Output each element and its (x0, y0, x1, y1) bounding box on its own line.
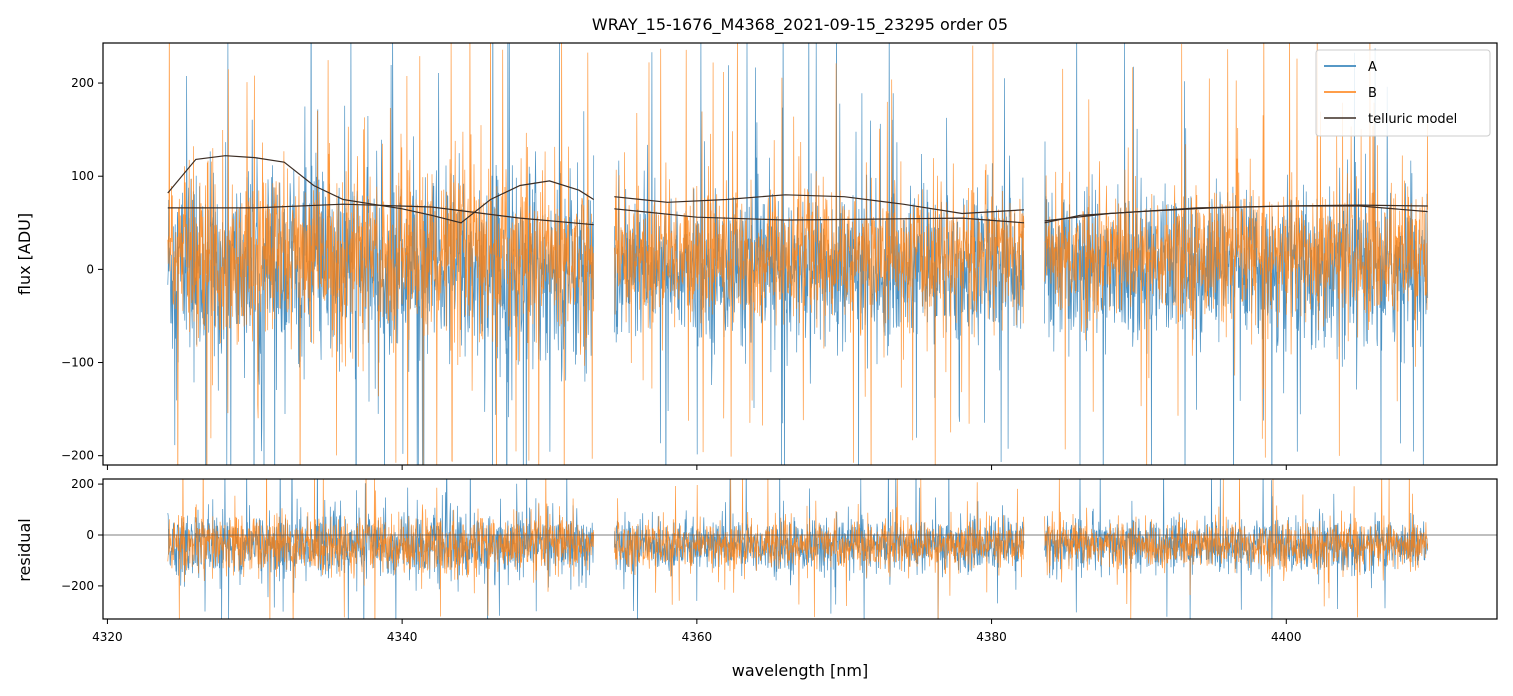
telluric-model-line (1044, 204, 1428, 222)
telluric-model-line (614, 194, 1025, 215)
flux-y-ticks: −200 −100 0 100 200 (61, 76, 103, 463)
residual-y-tick-label: −200 (61, 579, 94, 593)
flux-x-ticks (106, 465, 1287, 470)
telluric-model-line (614, 208, 1025, 224)
residual-plot-area (103, 479, 1497, 619)
flux-panel: −200 −100 0 100 200 flux [ADU] A B telluric … (15, 42, 1498, 470)
legend-label-a: A (1368, 60, 1377, 75)
residual-y-ticks: −200 0 200 (61, 477, 103, 593)
legend: A B telluric model (1315, 49, 1491, 137)
residual-x-tick-label: 4340 (387, 630, 418, 644)
residual-y-tick-label: 0 (86, 528, 94, 542)
telluric-model-line (167, 203, 594, 226)
residual-panel: −200 0 200 4320 4340 4360 4380 4400 residual (15, 477, 1498, 644)
legend-label-telluric: telluric model (1368, 112, 1457, 127)
flux-y-axis-label: flux [ADU] (15, 213, 34, 295)
flux-y-tick-label: −100 (61, 356, 94, 370)
legend-box (1315, 49, 1491, 137)
residual-x-ticks: 4320 4340 4360 4380 4400 (92, 619, 1302, 644)
flux-y-tick-label: 100 (71, 169, 94, 183)
legend-label-b: B (1368, 86, 1377, 101)
flux-series-b-segment (167, 43, 595, 465)
residual-x-tick-label: 4380 (976, 630, 1007, 644)
residual-y-tick-label: 200 (71, 477, 94, 491)
residual-series-b-segment (613, 479, 1025, 619)
flux-panel-frame (102, 42, 1498, 466)
residual-series-b-segment (1044, 479, 1429, 619)
flux-series-b-segment (613, 43, 1025, 465)
residual-series-b-segment (167, 479, 595, 619)
residual-panel-frame (102, 478, 1498, 620)
x-axis-label: wavelength [nm] (732, 661, 869, 680)
residual-x-tick-label: 4400 (1271, 630, 1302, 644)
flux-y-tick-label: 200 (71, 76, 94, 90)
residual-y-axis-label: residual (15, 518, 34, 581)
residual-x-tick-label: 4360 (682, 630, 713, 644)
flux-y-tick-label: 0 (86, 262, 94, 276)
telluric-model-line (167, 155, 595, 224)
flux-plot-area (167, 43, 1429, 465)
flux-y-tick-label: −200 (61, 449, 94, 463)
flux-series-b-segment (1044, 43, 1429, 465)
chart-title: WRAY_15-1676_M4368_2021-09-15_23295 orde… (592, 15, 1008, 35)
residual-x-tick-label: 4320 (92, 630, 123, 644)
